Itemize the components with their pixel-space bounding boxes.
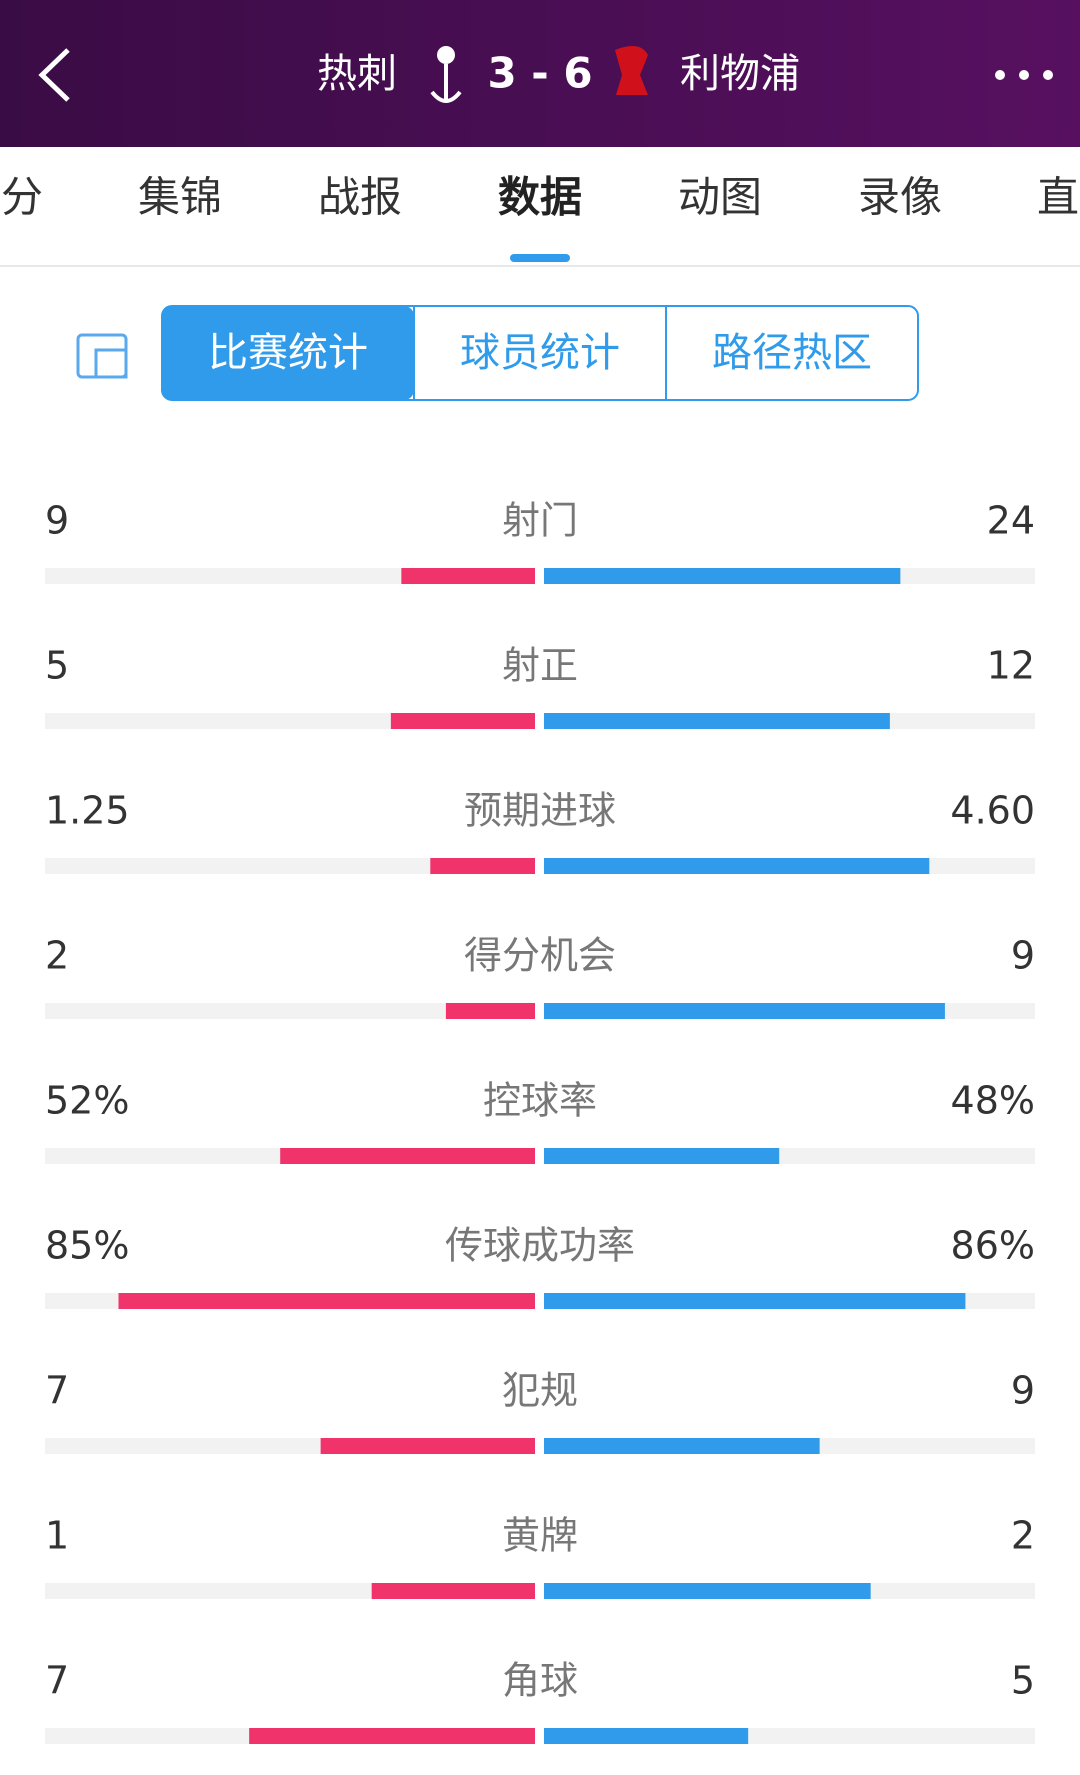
- bar-gap: [535, 1583, 544, 1599]
- stat-label: 黄牌: [502, 1514, 578, 1558]
- home-bar: [320, 1438, 535, 1454]
- home-bar: [401, 568, 535, 584]
- home-value: 52%: [45, 1079, 129, 1123]
- away-bar: [544, 713, 890, 729]
- away-value: 24: [987, 499, 1035, 543]
- stat-label: 射正: [502, 644, 578, 688]
- home-value: 5: [45, 644, 69, 688]
- away-team: 利物浦: [680, 51, 800, 97]
- away-value: 12: [987, 644, 1035, 688]
- away-logo: [615, 46, 648, 95]
- segment-label[interactable]: 比赛统计: [208, 330, 368, 376]
- bar-gap: [535, 1148, 544, 1164]
- home-bar: [280, 1148, 535, 1164]
- tab[interactable]: 直: [1037, 173, 1079, 222]
- home-value: 85%: [45, 1224, 129, 1268]
- bar-gap: [535, 858, 544, 874]
- tab[interactable]: 动图: [678, 173, 762, 222]
- score: 3 - 6: [487, 49, 592, 98]
- bar-gap: [535, 1003, 544, 1019]
- away-bar: [544, 1148, 780, 1164]
- home-bar: [445, 1003, 535, 1019]
- home-bar: [371, 1583, 535, 1599]
- bar-gap: [535, 713, 544, 729]
- stat-label: 传球成功率: [445, 1224, 635, 1268]
- home-value: 7: [45, 1659, 69, 1703]
- tab[interactable]: 录像: [858, 173, 942, 222]
- away-bar: [544, 1583, 871, 1599]
- away-value: 2: [1011, 1514, 1035, 1558]
- away-value: 5: [1011, 1659, 1035, 1703]
- bar-gap: [535, 1438, 544, 1454]
- bar-gap: [535, 1293, 544, 1309]
- away-bar: [544, 858, 930, 874]
- home-bar: [249, 1728, 535, 1744]
- tab[interactable]: 集锦: [138, 173, 222, 222]
- tab[interactable]: 分: [1, 173, 43, 222]
- away-bar: [544, 1438, 820, 1454]
- bar-gap: [535, 1728, 544, 1744]
- away-value: 86%: [951, 1224, 1035, 1268]
- home-value: 2: [45, 934, 69, 978]
- home-bar: [390, 713, 535, 729]
- away-bar: [544, 568, 901, 584]
- segment-label[interactable]: 路径热区: [712, 330, 872, 376]
- tab[interactable]: 数据: [498, 173, 582, 222]
- away-value: 4.60: [950, 789, 1035, 833]
- home-value: 9: [45, 499, 69, 543]
- home-team: 热刺: [317, 51, 397, 97]
- back-button[interactable]: [38, 48, 70, 102]
- away-value: 48%: [951, 1079, 1035, 1123]
- home-value: 1: [45, 1514, 69, 1558]
- stat-label: 角球: [502, 1659, 578, 1703]
- tab[interactable]: 战报: [318, 173, 402, 222]
- home-logo: [430, 46, 462, 103]
- stat-label: 得分机会: [464, 934, 616, 978]
- header-bar: [0, 0, 1080, 147]
- layout-icon[interactable]: [76, 333, 128, 379]
- home-value: 1.25: [45, 789, 130, 833]
- segment-label[interactable]: 球员统计: [460, 330, 620, 376]
- away-bar: [544, 1003, 945, 1019]
- tab-indicator: [510, 254, 570, 262]
- away-bar: [544, 1293, 966, 1309]
- stat-label: 犯规: [502, 1369, 578, 1413]
- more-button[interactable]: [995, 70, 1053, 80]
- away-value: 9: [1011, 934, 1035, 978]
- home-bar: [430, 858, 535, 874]
- stat-label: 控球率: [483, 1079, 597, 1123]
- bar-gap: [535, 568, 544, 584]
- away-bar: [544, 1728, 749, 1744]
- home-bar: [118, 1293, 535, 1309]
- home-value: 7: [45, 1369, 69, 1413]
- segment-active: [162, 306, 414, 400]
- stat-label: 射门: [502, 499, 578, 543]
- stat-label: 预期进球: [464, 789, 616, 833]
- away-value: 9: [1011, 1369, 1035, 1413]
